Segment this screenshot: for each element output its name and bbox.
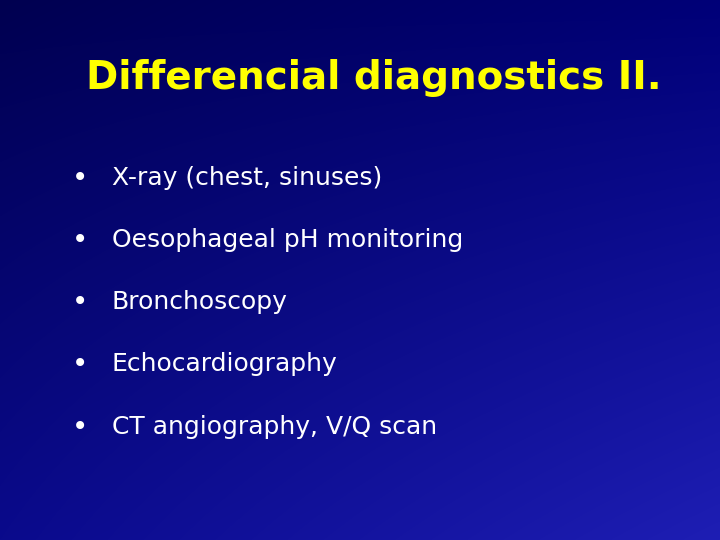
- Text: •: •: [72, 413, 89, 441]
- Text: X-ray (chest, sinuses): X-ray (chest, sinuses): [112, 166, 382, 190]
- Text: CT angiography, V/Q scan: CT angiography, V/Q scan: [112, 415, 437, 438]
- Text: Echocardiography: Echocardiography: [112, 353, 338, 376]
- Text: Oesophageal pH monitoring: Oesophageal pH monitoring: [112, 228, 463, 252]
- Text: •: •: [72, 226, 89, 254]
- Text: Differencial diagnostics II.: Differencial diagnostics II.: [86, 59, 662, 97]
- Text: •: •: [72, 164, 89, 192]
- Text: Bronchoscopy: Bronchoscopy: [112, 291, 287, 314]
- Text: •: •: [72, 288, 89, 316]
- Text: •: •: [72, 350, 89, 379]
